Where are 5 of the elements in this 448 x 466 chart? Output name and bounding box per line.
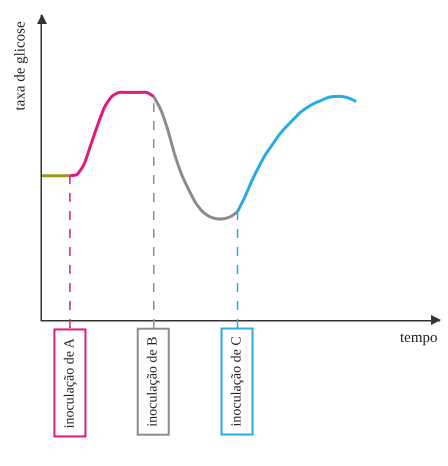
text: inoculação de C [230, 336, 245, 427]
text: inoculação de A [62, 337, 78, 428]
y-axis-title: taxa de glicose [12, 21, 28, 110]
text: inoculação de B [146, 336, 161, 427]
x-axis-title: tempo [400, 330, 438, 346]
